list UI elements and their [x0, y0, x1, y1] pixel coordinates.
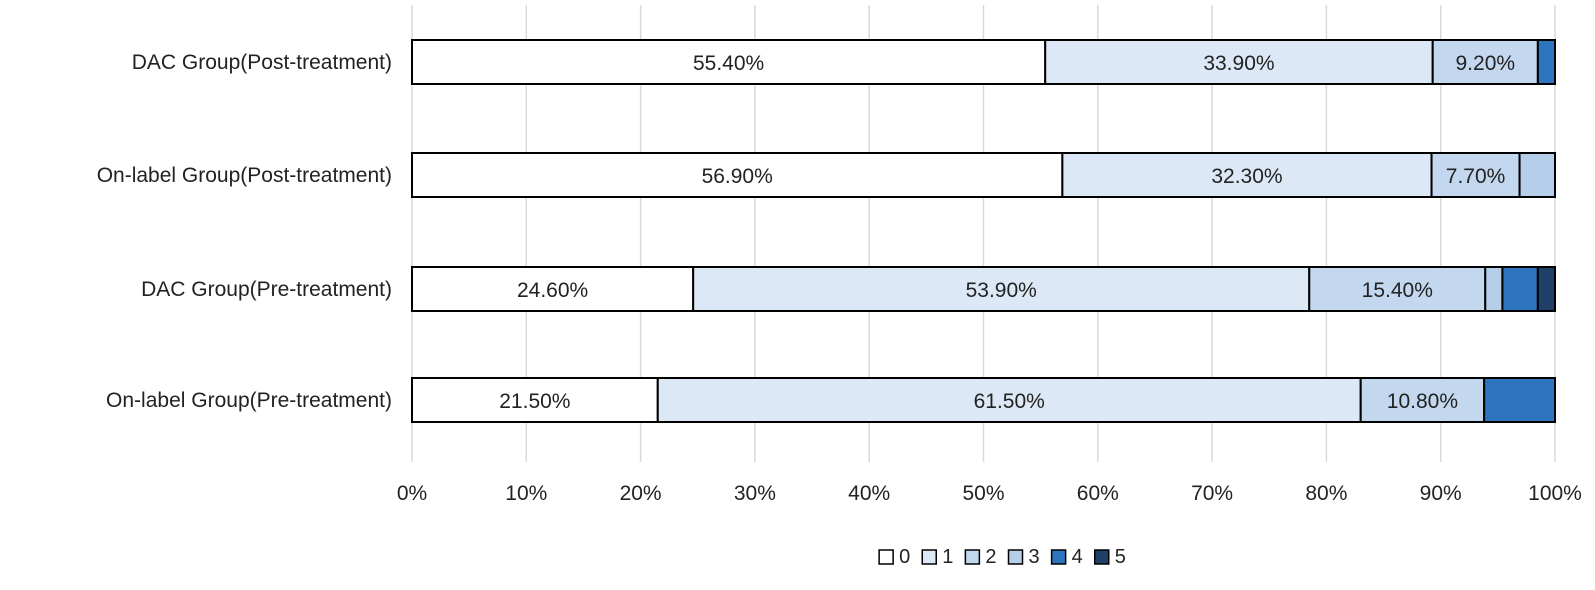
x-tick-label: 60% — [1077, 482, 1119, 505]
data-label: 33.90% — [1203, 52, 1274, 75]
x-tick-label: 80% — [1305, 482, 1347, 505]
legend-label: 0 — [899, 546, 910, 568]
data-label: 21.50% — [499, 390, 570, 413]
legend-swatch — [1094, 549, 1110, 565]
x-tick-label: 90% — [1420, 482, 1462, 505]
legend: 0 1 2 3 4 5 — [878, 546, 1126, 568]
legend-swatch — [1050, 549, 1067, 565]
bar-segment — [1430, 152, 1521, 198]
legend-label: 5 — [1115, 546, 1126, 568]
bar-segment — [1518, 152, 1557, 198]
bar-segment — [1308, 266, 1487, 312]
data-label: 55.40% — [693, 52, 764, 75]
data-label: 7.70% — [1446, 165, 1506, 188]
x-tick-label: 40% — [848, 482, 890, 505]
x-tick-label: 0% — [397, 482, 427, 505]
x-tick-label: 20% — [620, 482, 662, 505]
bar-segment — [656, 377, 1362, 423]
x-tick-label: 70% — [1191, 482, 1233, 505]
category-labels: DAC Group(Post-treatment) On-label Group(… — [97, 51, 392, 412]
legend-swatch — [1007, 549, 1024, 565]
data-label: 10.80% — [1387, 390, 1458, 413]
data-label: 53.90% — [966, 279, 1037, 302]
bar-segment — [1359, 377, 1486, 423]
data-label: 24.60% — [517, 279, 588, 302]
category-label: On-label Group(Post-treatment) — [97, 164, 392, 187]
bars — [411, 39, 1557, 423]
bar-segment — [411, 266, 695, 312]
data-label: 61.50% — [974, 390, 1045, 413]
x-tick-label: 100% — [1528, 482, 1582, 505]
legend-swatch — [921, 549, 937, 565]
legend-swatch — [964, 549, 981, 565]
bar-segment — [1536, 39, 1556, 85]
legend-label: 1 — [942, 546, 953, 568]
bar-segment — [1483, 377, 1557, 423]
data-label: 32.30% — [1211, 165, 1282, 188]
x-tick-label: 10% — [505, 482, 547, 505]
category-label: DAC Group(Pre-treatment) — [141, 278, 392, 301]
legend-label: 4 — [1072, 546, 1083, 568]
legend-label: 3 — [1029, 546, 1040, 568]
bar-segment — [1536, 266, 1556, 312]
bar-segment — [1044, 39, 1434, 85]
legend-label: 2 — [985, 546, 996, 568]
x-axis: 0% 10% 20% 30% 40% 50% 60% 70% 80% 90% 100% — [397, 482, 1582, 505]
bar-segment — [1484, 266, 1504, 312]
data-label: 56.90% — [702, 165, 773, 188]
bar-segment — [411, 39, 1047, 85]
data-label: 15.40% — [1362, 279, 1433, 302]
data-labels: 55.40% 33.90% 9.20% 56.90% 32.30% 7.70% 24.60%… — [499, 52, 1515, 413]
legend-swatch — [878, 549, 894, 565]
bar-segment — [1501, 266, 1539, 312]
x-tick-label: 50% — [962, 482, 1004, 505]
x-tick-label: 30% — [734, 482, 776, 505]
data-label: 9.20% — [1456, 52, 1516, 75]
category-label: DAC Group(Post-treatment) — [132, 51, 392, 74]
category-label: On-label Group(Pre-treatment) — [106, 389, 392, 412]
